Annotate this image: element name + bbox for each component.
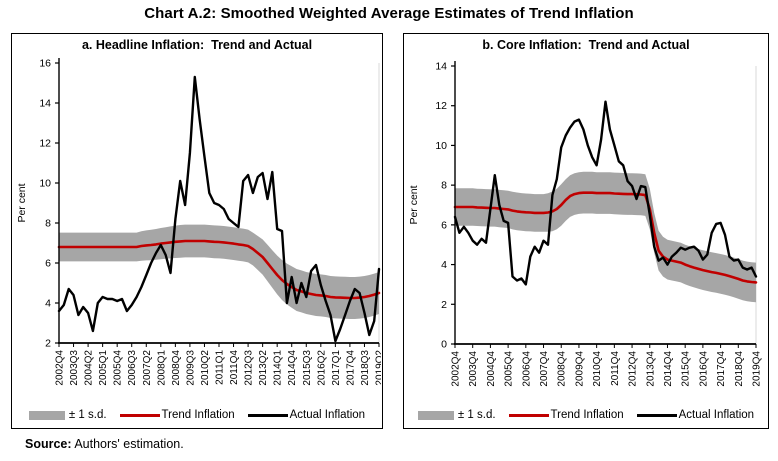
svg-text:2014Q4: 2014Q4	[287, 350, 298, 386]
svg-text:2010Q4: 2010Q4	[592, 351, 603, 387]
trend-inflation-line	[453, 191, 758, 284]
svg-text:2004Q2: 2004Q2	[84, 350, 95, 386]
legend-item-actual: Actual Inflation	[247, 409, 366, 421]
svg-text:16: 16	[39, 58, 51, 70]
svg-text:2006Q3: 2006Q3	[127, 350, 138, 386]
band-swatch	[417, 410, 454, 420]
svg-text:2013Q2: 2013Q2	[258, 350, 269, 386]
svg-text:2012Q4: 2012Q4	[628, 351, 639, 387]
svg-text:2016Q4: 2016Q4	[698, 351, 709, 387]
svg-text:2019Q4: 2019Q4	[752, 351, 763, 387]
svg-text:Per cent: Per cent	[16, 183, 28, 222]
svg-text:2014Q4: 2014Q4	[663, 351, 674, 387]
svg-text:10: 10	[435, 140, 447, 152]
svg-text:2011Q1: 2011Q1	[215, 350, 226, 385]
svg-text:8: 8	[45, 218, 51, 230]
svg-text:2008Q4: 2008Q4	[171, 350, 182, 386]
sd-band	[455, 171, 756, 303]
source-label: Source:	[25, 437, 72, 451]
chart-main-title: Chart A.2: Smoothed Weighted Average Est…	[144, 5, 634, 22]
trend-line-swatch	[508, 413, 549, 417]
svg-text:2011Q4: 2011Q4	[229, 350, 240, 385]
trend-label: Trend Inflation	[550, 409, 624, 421]
svg-text:4: 4	[45, 298, 51, 310]
svg-text:2003Q3: 2003Q3	[69, 350, 80, 386]
svg-text:2002Q4: 2002Q4	[451, 351, 462, 387]
svg-text:2018Q3: 2018Q3	[360, 350, 371, 386]
trend-line-swatch	[119, 413, 160, 417]
core-inflation-chart: 0 2 4 6 8 10 12 14 2002Q4 2003Q4 2004Q4 2005Q4 2006Q…	[408, 61, 763, 387]
svg-text:6: 6	[45, 258, 51, 270]
svg-text:2019Q2: 2019Q2	[375, 350, 382, 386]
actual-label: Actual Inflation	[289, 409, 366, 421]
svg-text:2011Q4: 2011Q4	[610, 351, 621, 386]
panel-core-title: b. Core Inflation: Trend and Actual	[482, 38, 690, 52]
svg-text:2009Q3: 2009Q3	[185, 350, 196, 386]
actual-line-swatch	[636, 413, 677, 417]
svg-text:2003Q4: 2003Q4	[468, 351, 479, 387]
actual-line-swatch	[247, 413, 288, 417]
actual-inflation-line	[453, 100, 758, 286]
svg-text:2013Q4: 2013Q4	[645, 351, 656, 387]
svg-text:2016Q2: 2016Q2	[316, 350, 327, 386]
svg-text:0: 0	[441, 339, 447, 351]
svg-text:Per cent: Per cent	[408, 185, 420, 224]
svg-text:2002Q4: 2002Q4	[55, 350, 66, 386]
svg-text:2014Q1: 2014Q1	[273, 350, 284, 386]
band-label: ± 1 s.d.	[68, 409, 107, 421]
svg-text:2009Q4: 2009Q4	[574, 351, 585, 387]
svg-text:4: 4	[441, 259, 447, 271]
legend-core: ± 1 s.d. Trend Inflation Actual Inflatio…	[417, 409, 755, 421]
svg-text:2: 2	[441, 299, 447, 311]
panel-core-inflation: b. Core Inflation: Trend and Actual 0 2 4 6…	[403, 33, 769, 429]
band-label: ± 1 s.d.	[457, 409, 496, 421]
svg-text:12: 12	[435, 100, 447, 112]
panel-headline-inflation: a. Headline Inflation: Trend and Actual …	[11, 33, 383, 429]
legend-item-trend: Trend Inflation	[119, 409, 235, 421]
svg-text:2017Q1: 2017Q1	[331, 350, 342, 386]
legend-item-trend: Trend Inflation	[508, 409, 624, 421]
source-line: Source: Authors' estimation.	[25, 437, 184, 451]
svg-text:2005Q1: 2005Q1	[98, 350, 109, 386]
trend-inflation-line	[57, 239, 381, 300]
svg-text:8: 8	[441, 180, 447, 192]
svg-text:10: 10	[39, 178, 51, 190]
svg-text:2004Q4: 2004Q4	[486, 351, 497, 387]
panel-headline-title: a. Headline Inflation: Trend and Actual	[81, 38, 313, 52]
legend-item-band: ± 1 s.d.	[28, 409, 107, 421]
headline-inflation-chart: 2 4 6 8 10 12 14 16 2002Q4 2003Q3 2004Q2 2005Q1 2005…	[16, 58, 382, 386]
actual-label: Actual Inflation	[678, 409, 755, 421]
legend-item-actual: Actual Inflation	[636, 409, 755, 421]
svg-text:12: 12	[39, 138, 51, 150]
svg-text:2018Q4: 2018Q4	[734, 351, 745, 387]
svg-text:2005Q4: 2005Q4	[504, 351, 515, 387]
svg-text:2015Q4: 2015Q4	[681, 351, 692, 387]
svg-text:2008Q1: 2008Q1	[156, 350, 167, 386]
band-swatch	[28, 410, 65, 420]
svg-text:2007Q2: 2007Q2	[142, 350, 153, 386]
svg-text:2006Q4: 2006Q4	[521, 351, 532, 387]
svg-text:2008Q4: 2008Q4	[557, 351, 568, 387]
svg-text:2: 2	[45, 338, 51, 350]
svg-text:2010Q2: 2010Q2	[200, 350, 211, 386]
svg-text:2015Q3: 2015Q3	[302, 350, 313, 386]
svg-text:2017Q4: 2017Q4	[345, 350, 356, 386]
svg-text:14: 14	[435, 61, 447, 73]
svg-text:6: 6	[441, 219, 447, 231]
svg-text:2005Q4: 2005Q4	[113, 350, 124, 386]
legend-item-band: ± 1 s.d.	[417, 409, 496, 421]
sd-band	[59, 224, 379, 319]
svg-text:2012Q3: 2012Q3	[244, 350, 255, 386]
svg-text:14: 14	[39, 98, 51, 110]
actual-inflation-line	[57, 75, 381, 343]
source-text: Authors' estimation.	[71, 437, 184, 451]
legend-headline: ± 1 s.d. Trend Inflation Actual Inflatio…	[28, 409, 366, 421]
trend-label: Trend Inflation	[161, 409, 235, 421]
svg-text:2007Q4: 2007Q4	[539, 351, 550, 387]
svg-text:2017Q4: 2017Q4	[716, 351, 727, 387]
